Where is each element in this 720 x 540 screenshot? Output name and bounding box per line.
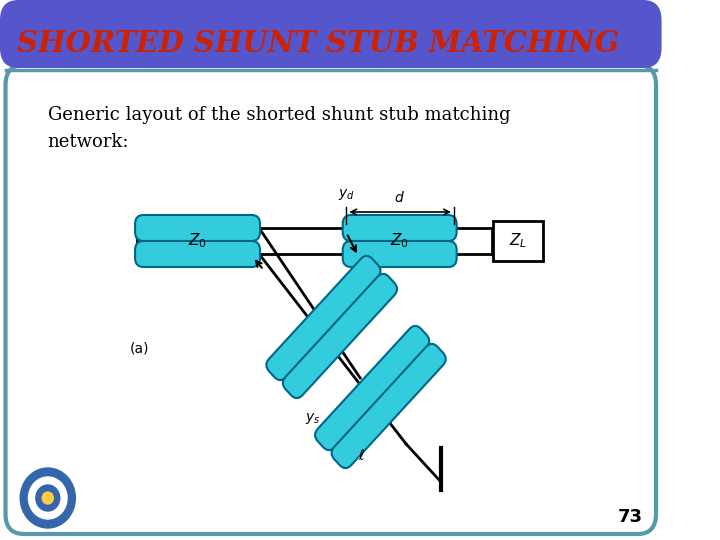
Text: $d$: $d$ <box>395 190 405 205</box>
Text: $y_d$: $y_d$ <box>338 187 355 202</box>
FancyBboxPatch shape <box>266 256 381 380</box>
Circle shape <box>29 477 67 519</box>
Text: (a): (a) <box>130 341 150 355</box>
Text: $Z_0$: $Z_0$ <box>390 232 409 251</box>
FancyBboxPatch shape <box>315 326 429 450</box>
FancyBboxPatch shape <box>135 241 260 267</box>
FancyBboxPatch shape <box>283 274 397 398</box>
FancyBboxPatch shape <box>331 344 446 468</box>
Circle shape <box>42 492 53 504</box>
FancyBboxPatch shape <box>343 241 456 267</box>
Text: network:: network: <box>48 133 130 151</box>
Text: 73: 73 <box>618 508 643 526</box>
FancyBboxPatch shape <box>135 215 260 241</box>
FancyBboxPatch shape <box>6 65 656 534</box>
FancyBboxPatch shape <box>493 221 543 261</box>
Text: $Z_L$: $Z_L$ <box>509 232 527 251</box>
FancyBboxPatch shape <box>0 0 662 68</box>
Text: Generic layout of the shorted shunt stub matching: Generic layout of the shorted shunt stub… <box>48 106 510 124</box>
Circle shape <box>36 485 60 511</box>
Text: $y_s$: $y_s$ <box>305 410 320 426</box>
FancyBboxPatch shape <box>343 215 456 241</box>
Circle shape <box>20 468 76 528</box>
Text: $Z_0$: $Z_0$ <box>188 232 207 251</box>
Text: $\ell$: $\ell$ <box>358 448 364 462</box>
Text: SHORTED SHUNT STUB MATCHING: SHORTED SHUNT STUB MATCHING <box>17 30 619 58</box>
